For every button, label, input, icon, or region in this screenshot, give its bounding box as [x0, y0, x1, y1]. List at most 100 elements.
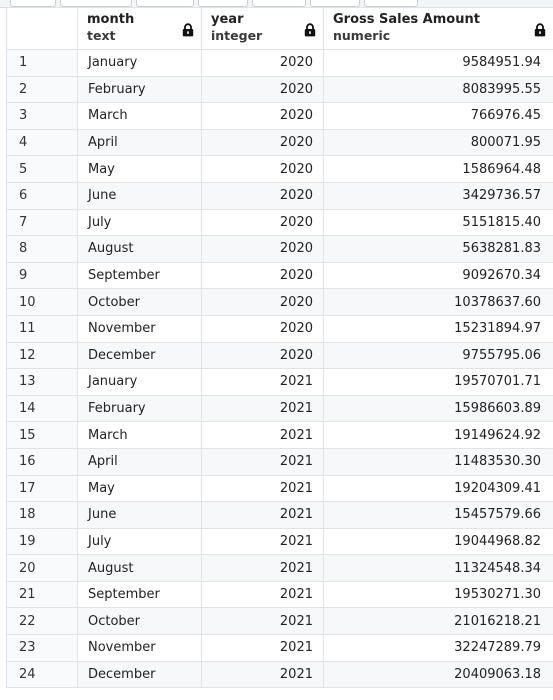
cell-month[interactable]: April	[77, 447, 202, 476]
cell-year[interactable]: 2020	[201, 75, 324, 104]
cell-year[interactable]: 2021	[201, 447, 324, 476]
cell-month[interactable]: May	[77, 155, 202, 183]
row-number[interactable]: 10	[6, 288, 78, 316]
row-number[interactable]: 20	[6, 554, 78, 582]
table-row[interactable]: 17 May 2021 19204309.41	[6, 474, 553, 503]
row-number-header[interactable]	[6, 7, 78, 50]
cell-year[interactable]: 2020	[201, 341, 324, 370]
cell-month[interactable]: October	[77, 607, 202, 636]
cell-year[interactable]: 2020	[201, 208, 324, 237]
cell-month[interactable]: June	[77, 181, 202, 210]
cell-month[interactable]: August	[77, 235, 202, 263]
cell-year[interactable]: 2020	[201, 261, 324, 290]
cell-month[interactable]: September	[77, 261, 202, 290]
cell-year[interactable]: 2020	[201, 235, 324, 263]
row-number[interactable]: 11	[6, 314, 78, 343]
cell-month[interactable]: November	[77, 634, 202, 662]
table-row[interactable]: 22 October 2021 21016218.21	[6, 607, 553, 636]
row-number[interactable]: 4	[6, 128, 78, 157]
cell-month[interactable]: December	[77, 660, 202, 689]
cell-year[interactable]: 2021	[201, 527, 324, 556]
table-row[interactable]: 13 January 2021 19570701.71	[6, 368, 553, 396]
toolbar-button[interactable]	[60, 0, 132, 7]
table-row[interactable]: 2 February 2020 8083995.55	[6, 75, 553, 104]
table-row[interactable]: 1 January 2020 9584951.94	[6, 49, 553, 77]
cell-month[interactable]: April	[77, 128, 202, 157]
cell-gross-sales-amount[interactable]: 32247289.79	[323, 634, 553, 662]
cell-year[interactable]: 2021	[201, 554, 324, 582]
table-row[interactable]: 23 November 2021 32247289.79	[6, 634, 553, 662]
row-number[interactable]: 9	[6, 261, 78, 290]
cell-gross-sales-amount[interactable]: 1586964.48	[323, 155, 553, 183]
row-number[interactable]: 13	[6, 368, 78, 396]
cell-year[interactable]: 2020	[201, 128, 324, 157]
cell-month[interactable]: June	[77, 501, 202, 529]
cell-month[interactable]: January	[77, 368, 202, 396]
toolbar-button[interactable]	[198, 0, 248, 7]
toolbar-button[interactable]	[364, 0, 418, 7]
cell-year[interactable]: 2021	[201, 580, 324, 609]
cell-year[interactable]: 2021	[201, 474, 324, 503]
toolbar-button[interactable]	[252, 0, 306, 7]
cell-month[interactable]: July	[77, 208, 202, 237]
table-row[interactable]: 21 September 2021 19530271.30	[6, 580, 553, 609]
cell-gross-sales-amount[interactable]: 800071.95	[323, 128, 553, 157]
cell-year[interactable]: 2020	[201, 181, 324, 210]
cell-month[interactable]: February	[77, 394, 202, 423]
cell-month[interactable]: March	[77, 421, 202, 449]
table-row[interactable]: 19 July 2021 19044968.82	[6, 527, 553, 556]
cell-gross-sales-amount[interactable]: 8083995.55	[323, 75, 553, 104]
cell-month[interactable]: September	[77, 580, 202, 609]
row-number[interactable]: 2	[6, 75, 78, 104]
table-row[interactable]: 7 July 2020 5151815.40	[6, 208, 553, 237]
row-number[interactable]: 14	[6, 394, 78, 423]
row-number[interactable]: 5	[6, 155, 78, 183]
column-header-month[interactable]: month text	[77, 7, 202, 50]
row-number[interactable]: 19	[6, 527, 78, 556]
table-row[interactable]: 14 February 2021 15986603.89	[6, 394, 553, 423]
cell-year[interactable]: 2021	[201, 660, 324, 689]
cell-gross-sales-amount[interactable]: 20409063.18	[323, 660, 553, 689]
cell-month[interactable]: January	[77, 49, 202, 77]
cell-gross-sales-amount[interactable]: 15457579.66	[323, 501, 553, 529]
cell-month[interactable]: February	[77, 75, 202, 104]
row-number[interactable]: 6	[6, 181, 78, 210]
cell-gross-sales-amount[interactable]: 15986603.89	[323, 394, 553, 423]
cell-gross-sales-amount[interactable]: 19204309.41	[323, 474, 553, 503]
table-row[interactable]: 18 June 2021 15457579.66	[6, 501, 553, 529]
cell-gross-sales-amount[interactable]: 11483530.30	[323, 447, 553, 476]
table-row[interactable]: 8 August 2020 5638281.83	[6, 235, 553, 263]
row-number[interactable]: 7	[6, 208, 78, 237]
row-number[interactable]: 1	[6, 49, 78, 77]
row-number[interactable]: 21	[6, 580, 78, 609]
cell-gross-sales-amount[interactable]: 19530271.30	[323, 580, 553, 609]
cell-gross-sales-amount[interactable]: 19570701.71	[323, 368, 553, 396]
cell-month[interactable]: December	[77, 341, 202, 370]
cell-gross-sales-amount[interactable]: 5151815.40	[323, 208, 553, 237]
cell-year[interactable]: 2020	[201, 155, 324, 183]
row-number[interactable]: 8	[6, 235, 78, 263]
cell-gross-sales-amount[interactable]: 9584951.94	[323, 49, 553, 77]
table-row[interactable]: 24 December 2021 20409063.18	[6, 660, 553, 689]
row-number[interactable]: 15	[6, 421, 78, 449]
row-number[interactable]: 16	[6, 447, 78, 476]
row-number[interactable]: 24	[6, 660, 78, 689]
cell-gross-sales-amount[interactable]: 19149624.92	[323, 421, 553, 449]
cell-year[interactable]: 2021	[201, 421, 324, 449]
cell-month[interactable]: May	[77, 474, 202, 503]
cell-year[interactable]: 2021	[201, 501, 324, 529]
cell-gross-sales-amount[interactable]: 9092670.34	[323, 261, 553, 290]
toolbar-button[interactable]	[136, 0, 194, 7]
cell-month[interactable]: August	[77, 554, 202, 582]
toolbar-button[interactable]	[10, 0, 56, 7]
column-header-year[interactable]: year integer	[201, 7, 324, 50]
table-row[interactable]: 16 April 2021 11483530.30	[6, 447, 553, 476]
cell-gross-sales-amount[interactable]: 21016218.21	[323, 607, 553, 636]
cell-gross-sales-amount[interactable]: 3429736.57	[323, 181, 553, 210]
cell-month[interactable]: October	[77, 288, 202, 316]
table-row[interactable]: 5 May 2020 1586964.48	[6, 155, 553, 183]
cell-gross-sales-amount[interactable]: 15231894.97	[323, 314, 553, 343]
table-row[interactable]: 15 March 2021 19149624.92	[6, 421, 553, 449]
cell-year[interactable]: 2021	[201, 394, 324, 423]
row-number[interactable]: 17	[6, 474, 78, 503]
